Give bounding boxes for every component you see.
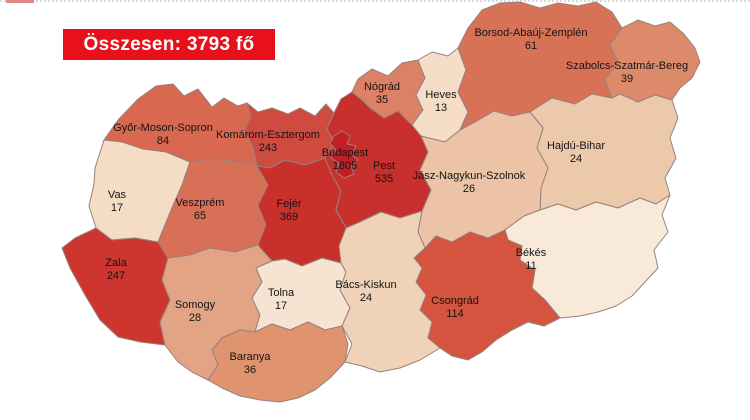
county-shape-bacs-kiskun: [338, 210, 441, 373]
county-label-budapest: Budapest 1805: [322, 147, 368, 172]
county-label-fejer: Fejér 369: [276, 198, 301, 223]
county-label-zala: Zala 247: [105, 257, 127, 282]
county-label-bacs-kiskun: Bács-Kiskun 24: [335, 279, 396, 304]
county-label-somogy: Somogy 28: [175, 299, 216, 324]
county-label-vas: Vas 17: [108, 189, 127, 214]
county-label-borsod-abauj-zemplen: Borsod-Abaúj-Zemplén 61: [474, 27, 587, 52]
total-banner: Összesen: 3793 fő: [63, 29, 275, 60]
county-label-hajdu-bihar: Hajdú-Bihar 24: [547, 140, 605, 165]
top-left-red-artifact: [6, 0, 34, 3]
county-label-komarom-esztergom: Komárom-Esztergom 243: [216, 129, 320, 154]
county-label-jasz-nagykun-szolnok: Jász-Nagykun-Szolnok 26: [413, 170, 526, 195]
county-shape-hajdu-bihar: [529, 93, 679, 211]
county-label-veszprem: Veszprém 65: [176, 197, 225, 222]
county-shape-szabolcs-szatmar-bereg: [604, 19, 701, 103]
county-label-nograd: Nógrád 35: [364, 81, 400, 106]
county-shape-zala: [61, 227, 171, 346]
county-label-heves: Heves 13: [425, 89, 457, 114]
county-shape-baranya: [207, 321, 349, 403]
county-label-tolna: Tolna 17: [268, 287, 295, 312]
total-banner-label: Összesen: 3793 fő: [83, 33, 255, 55]
county-shape-budapest: [329, 130, 359, 179]
county-label-baranya: Baranya 36: [230, 351, 272, 376]
top-edge-dotted-line: [0, 0, 750, 2]
county-shape-tolna: [251, 257, 351, 333]
county-label-csongrad: Csongrád 114: [431, 295, 479, 320]
county-label-gyor-moson-sopron: Győr-Moson-Sopron 84: [113, 122, 213, 147]
county-label-bekes: Békés 11: [516, 247, 547, 272]
county-label-pest: Pest 535: [373, 160, 395, 185]
county-label-szabolcs-szatmar-bereg: Szabolcs-Szatmár-Bereg 39: [566, 60, 688, 85]
